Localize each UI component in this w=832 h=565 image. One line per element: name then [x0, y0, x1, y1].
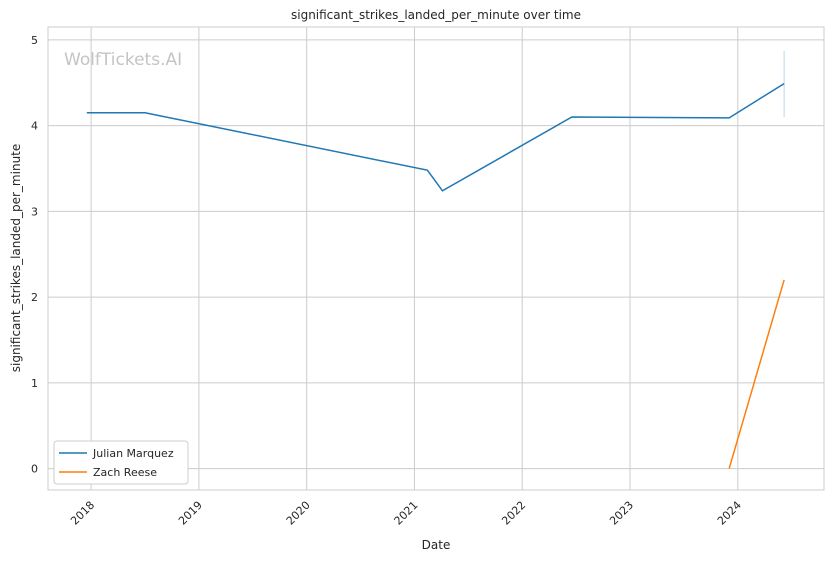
y-tick-label: 2 [31, 291, 38, 304]
legend-label-zach-reese: Zach Reese [93, 466, 157, 479]
x-tick-label: 2023 [607, 499, 636, 528]
y-tick-label: 5 [31, 34, 38, 47]
y-tick-label: 4 [31, 120, 38, 133]
y-tick-label: 1 [31, 377, 38, 390]
plot-marks [86, 51, 785, 469]
plot-frame [47, 26, 825, 491]
y-axis-label: significant_strikes_landed_per_minute [9, 144, 23, 373]
series-line-zach-reese [728, 279, 785, 469]
chart-title: significant_strikes_landed_per_minute ov… [291, 8, 581, 22]
x-tick-label: 2022 [499, 499, 528, 528]
x-tick-label: 2018 [68, 499, 97, 528]
x-tick-label: 2024 [715, 499, 744, 528]
x-tick-label: 2021 [392, 499, 421, 528]
legend: Julian Marquez Zach Reese [53, 440, 189, 485]
legend-box [53, 440, 189, 485]
watermark: WolfTickets.AI [64, 50, 182, 70]
legend-label-julian-marquez: Julian Marquez [92, 447, 174, 460]
x-tick-label: 2020 [284, 499, 313, 528]
series-line-julian-marquez [86, 82, 785, 192]
x-tick-label: 2019 [176, 499, 205, 528]
y-tick-label: 3 [31, 205, 38, 218]
grid [48, 27, 824, 490]
y-tick-label: 0 [31, 463, 38, 476]
x-axis-label: Date [422, 538, 451, 552]
